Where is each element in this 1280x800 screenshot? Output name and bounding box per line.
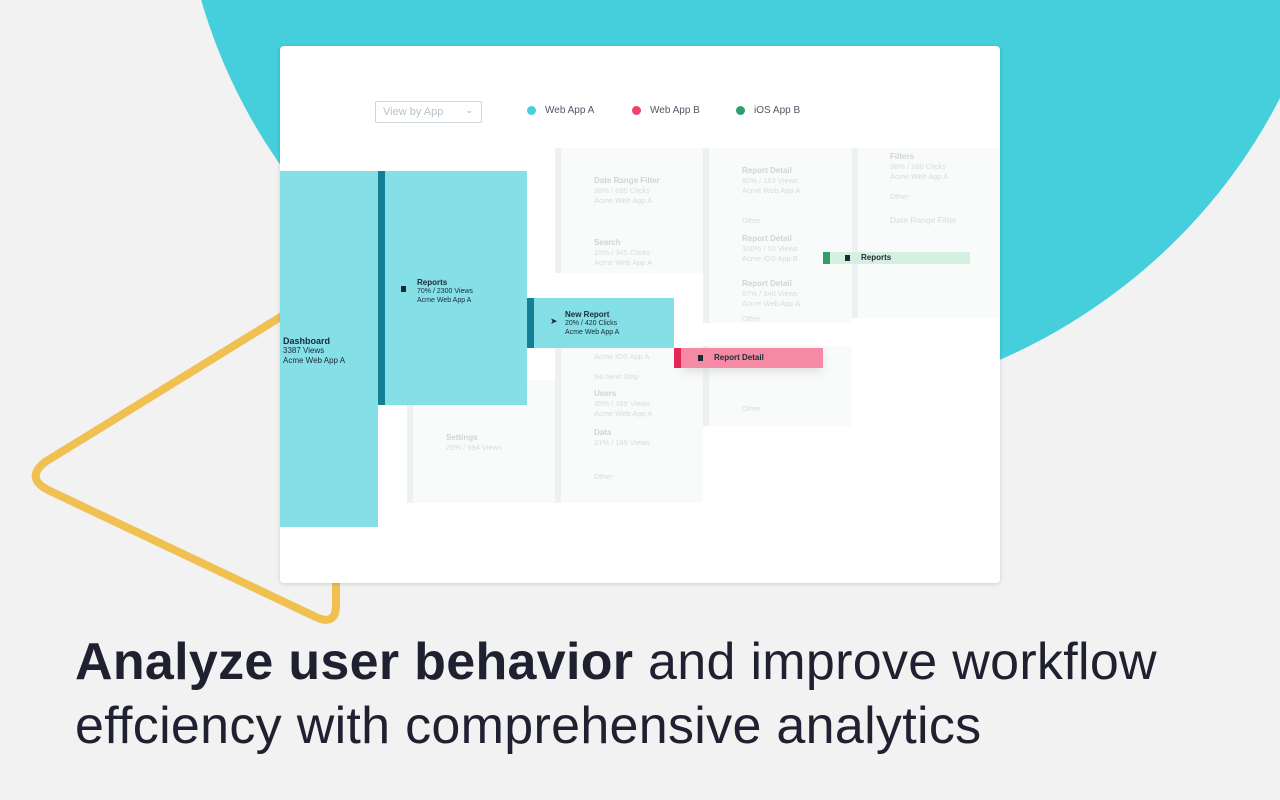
ghost-text: Other	[742, 314, 761, 323]
dot-icon	[527, 106, 536, 115]
ghost-node: Date Range Filter 30% / 690 Clicks Acme We…	[594, 176, 660, 205]
ghost-text: Other	[594, 472, 613, 481]
cursor-icon: ➤	[550, 316, 558, 326]
flow-node-new-report[interactable]	[534, 298, 674, 348]
dot-icon	[736, 106, 745, 115]
dot-icon	[632, 106, 641, 115]
ghost-text: Other	[742, 404, 761, 413]
ghost-node: Users 35% / 399 Views Acme Web App A	[594, 389, 653, 418]
flow-connector	[674, 348, 681, 368]
reports-label: Reports 70% / 2300 Views Acme Web App A	[417, 278, 473, 304]
ghost-column	[703, 148, 852, 323]
reports-ios-label: Reports	[861, 253, 892, 262]
ghost-node: Report Detail 100% / 10 Views Acme iOS App…	[742, 234, 798, 263]
flow-node-reports-ios[interactable]	[830, 252, 970, 264]
ghost-text: Date Range Filter	[890, 215, 957, 225]
ghost-column	[555, 348, 703, 503]
ghost-node: Report Detail 80% / 153 Views Acme Web App…	[742, 166, 801, 195]
ghost-text: No Next Step	[594, 372, 639, 381]
ghost-node: Filters 56% / 280 Clicks Acme Web App A	[890, 152, 949, 181]
flow-connector	[378, 171, 385, 405]
flow-node-report-detail[interactable]	[681, 348, 823, 368]
ghost-column	[852, 148, 1000, 318]
legend-label: iOS App B	[754, 105, 801, 116]
ghost-text: Other	[890, 192, 909, 201]
view-by-select[interactable]: View by App ⌄	[375, 101, 482, 123]
ghost-node: Report Detail 67% / 340 Views Acme Web App…	[742, 279, 801, 308]
legend-web-app-a: Web App A	[527, 105, 594, 116]
legend-label: Web App A	[545, 105, 595, 116]
new-report-label: New Report 20% / 420 Clicks Acme Web App A	[565, 310, 620, 336]
analytics-card: View by App ⌄ Web App A Web App B iOS App…	[280, 46, 1000, 583]
dashboard-label: Dashboard 3387 Views Acme Web App A	[283, 336, 346, 365]
select-value: View by App	[383, 106, 444, 118]
headline-bold: Analyze user behavior	[75, 633, 634, 691]
ghost-node: Settings 25% / 994 Views	[446, 433, 502, 452]
flow-node-reports[interactable]	[385, 171, 527, 405]
legend-label: Web App B	[650, 105, 700, 116]
ghost-text: Other	[742, 216, 761, 225]
legend-ios-app-b: iOS App B	[736, 105, 800, 116]
ghost-node: Data 21% / 189 Views	[594, 428, 650, 447]
headline-line2: effciency with comprehensive analytics	[75, 697, 982, 755]
flow-connector	[823, 252, 830, 264]
legend-web-app-b: Web App B	[632, 105, 700, 116]
file-icon	[845, 255, 850, 261]
chevron-down-icon: ⌄	[465, 105, 473, 115]
headline: Analyze user behavior and improve workfl…	[75, 630, 1157, 758]
flow-node-dashboard[interactable]	[280, 171, 378, 527]
file-icon	[401, 286, 406, 292]
ghost-node: Search 15% / 345 Clicks Acme Web App A	[594, 238, 653, 267]
report-detail-label: Report Detail	[714, 353, 764, 362]
file-icon	[698, 355, 703, 361]
headline-rest: and improve workflow	[633, 633, 1157, 691]
ghost-text: Acme iOS App A	[594, 352, 650, 361]
flow-connector	[527, 298, 534, 348]
ghost-column	[555, 148, 703, 273]
